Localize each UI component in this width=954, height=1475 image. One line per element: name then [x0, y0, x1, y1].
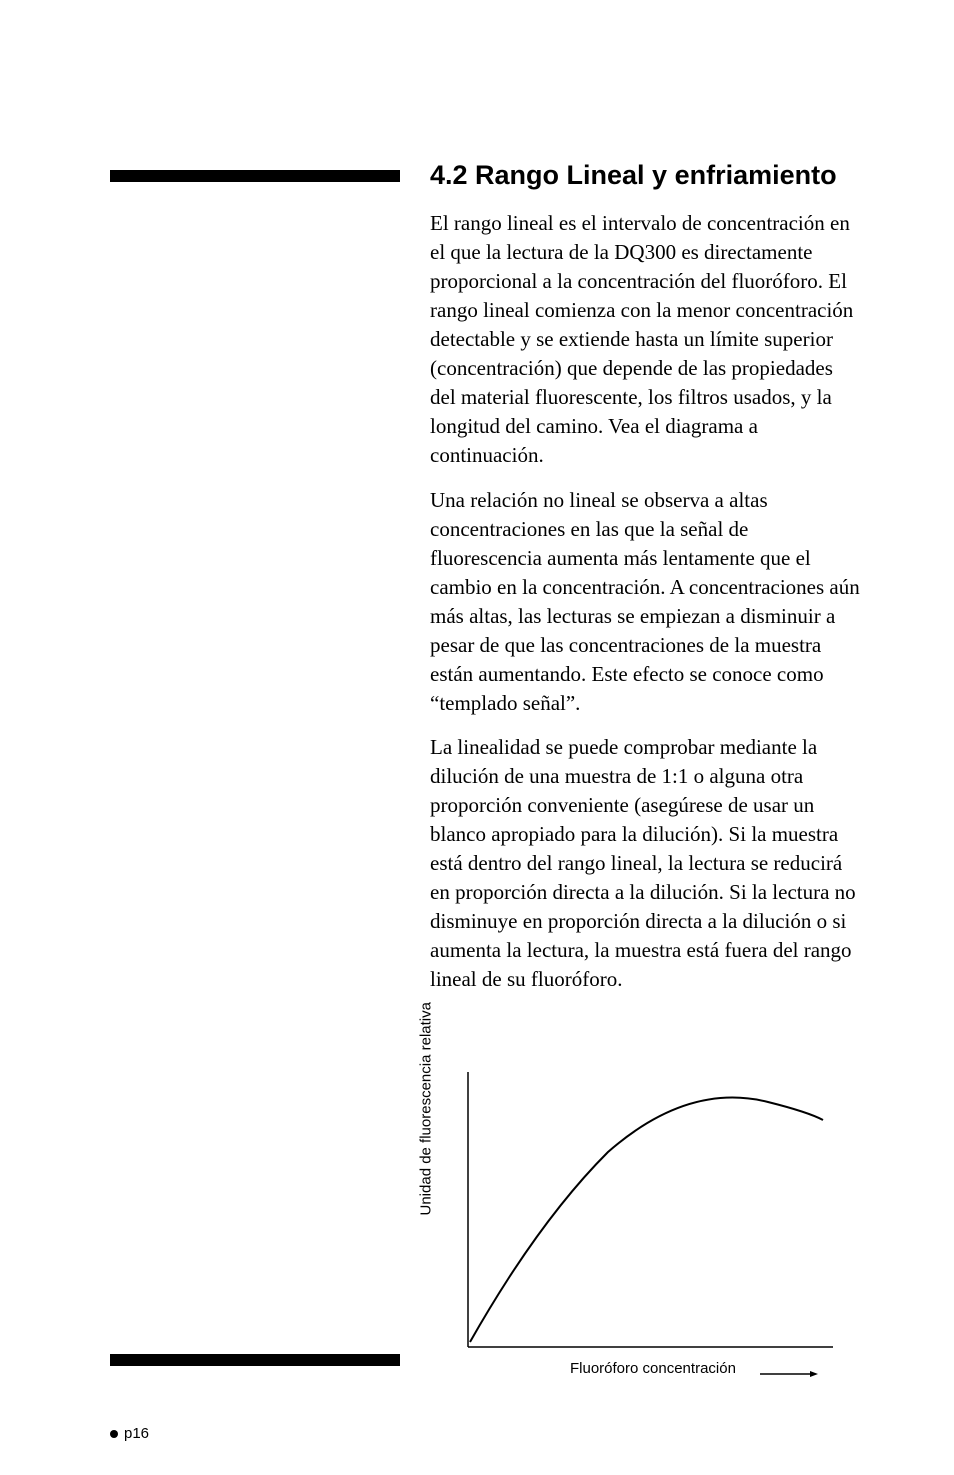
header-bar [110, 170, 400, 182]
paragraph-1: El rango lineal es el intervalo de conce… [430, 209, 860, 470]
y-axis-label: Unidad de fluorescencia relativa [418, 1002, 435, 1215]
x-axis-label: Fluoróforo concentración [570, 1360, 736, 1377]
page-number: p16 [110, 1425, 149, 1442]
paragraph-3: La linealidad se puede comprobar mediant… [430, 733, 860, 994]
page-number-text: p16 [124, 1425, 149, 1442]
footer-bar [110, 1354, 400, 1366]
chart-svg [458, 1072, 838, 1352]
section-title: 4.2 Rango Lineal y enfriamiento [430, 160, 860, 191]
x-arrow-icon [760, 1369, 820, 1379]
bullet-icon [110, 1430, 118, 1438]
content-area: 4.2 Rango Lineal y enfriamiento El rango… [430, 160, 860, 1010]
curve [470, 1098, 823, 1342]
paragraph-2: Una relación no lineal se observa a alta… [430, 486, 860, 718]
quenching-chart: Unidad de fluorescencia relativa Fluoróf… [440, 1072, 850, 1372]
